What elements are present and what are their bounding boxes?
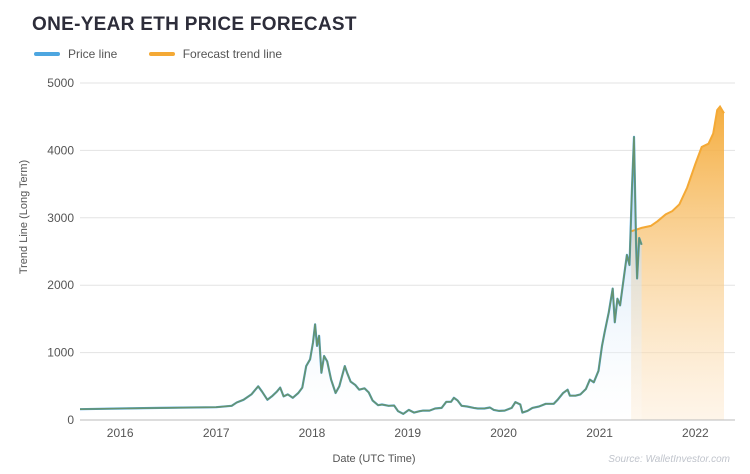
legend-swatch-forecast-line: [148, 52, 175, 56]
chart-title: ONE-YEAR ETH PRICE FORECAST: [32, 14, 357, 35]
forecast-area: [631, 106, 724, 420]
source-credit: Source: WalletInvestor.com: [608, 454, 730, 465]
legend-label-price-line: Price line: [68, 47, 118, 61]
y-tick-2000: 2000: [47, 278, 74, 292]
y-tick-3000: 3000: [47, 211, 74, 225]
series-areas: [80, 106, 724, 420]
x-axis-ticks: 2016 2017 2018 2019 2020 2021 2022: [107, 426, 709, 440]
legend-item-forecast-line: Forecast trend line: [148, 47, 283, 61]
chart-legend: Price line Forecast trend line: [34, 45, 310, 61]
x-tick-2018: 2018: [299, 426, 326, 440]
y-tick-0: 0: [67, 413, 74, 427]
legend-item-price-line: Price line: [34, 47, 117, 61]
price-trend-overlay: [79, 136, 643, 415]
x-tick-2021: 2021: [586, 426, 613, 440]
series-lines: [79, 104, 725, 415]
forecast-trend-line: [630, 104, 725, 233]
x-tick-2016: 2016: [107, 426, 134, 440]
legend-label-forecast-line: Forecast trend line: [182, 47, 283, 61]
y-tick-5000: 5000: [47, 76, 74, 90]
x-tick-2020: 2020: [490, 426, 517, 440]
y-tick-1000: 1000: [47, 346, 74, 360]
x-tick-2017: 2017: [203, 426, 230, 440]
price-area: [80, 136, 642, 420]
y-axis-ticks: 0 1000 2000 3000 4000 5000: [47, 76, 74, 427]
legend-swatch-price-line: [34, 52, 60, 56]
x-tick-2019: 2019: [394, 426, 421, 440]
y-axis-label: Trend Line (Long Term): [18, 160, 30, 274]
y-tick-4000: 4000: [47, 143, 74, 157]
x-tick-2022: 2022: [682, 426, 709, 440]
x-axis-label: Date (UTC Time): [332, 453, 415, 465]
price-line: [79, 135, 643, 415]
